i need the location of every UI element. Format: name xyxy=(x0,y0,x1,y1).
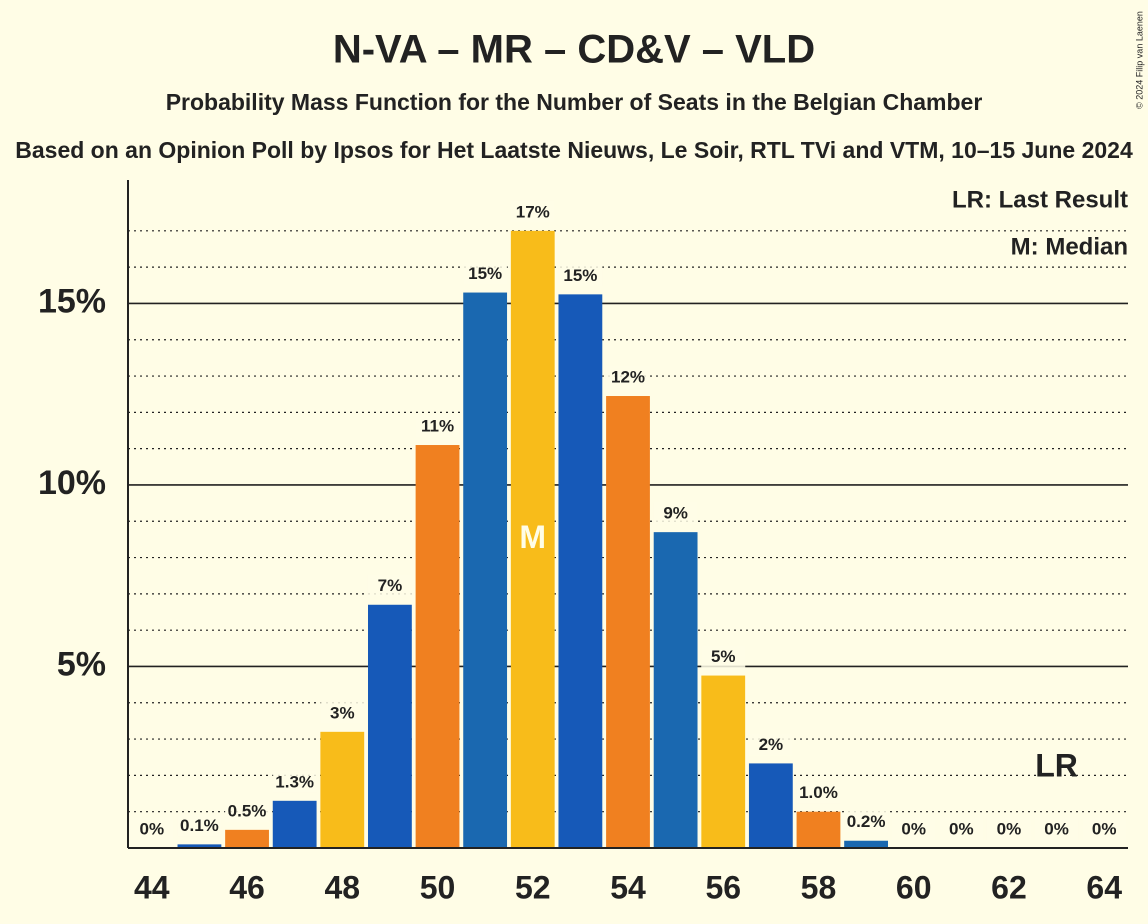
bar-label-bg xyxy=(320,701,365,724)
y-tick-label: 10% xyxy=(38,464,106,502)
x-tick-label: 64 xyxy=(1086,869,1122,905)
credit: © 2024 Filip van Laenen xyxy=(1134,11,1144,109)
bar xyxy=(701,675,746,848)
bar-label-bg xyxy=(367,574,412,597)
bar-label-bg xyxy=(701,645,746,668)
legend-entry: LR: Last Result xyxy=(952,186,1128,213)
x-tick-label: 58 xyxy=(801,869,837,905)
bar-label-bg xyxy=(510,200,555,223)
bar-label: 12% xyxy=(611,367,645,386)
bar-label: 0.1% xyxy=(180,816,219,835)
bar xyxy=(177,844,222,848)
bar-label-bg xyxy=(272,770,317,793)
bar xyxy=(558,294,603,848)
bar-label: 0% xyxy=(997,819,1022,838)
bar-label: 0% xyxy=(901,819,926,838)
bar-label: 17% xyxy=(516,202,550,221)
x-tick-label: 52 xyxy=(515,869,551,905)
bar xyxy=(653,532,698,848)
median-marker: M xyxy=(519,519,546,555)
bar-label: 1.0% xyxy=(799,783,838,802)
bar xyxy=(225,829,269,848)
chart-title: N-VA – MR – CD&V – VLD xyxy=(333,28,815,72)
x-tick-label: 56 xyxy=(705,869,741,905)
x-tick-label: 54 xyxy=(610,869,646,905)
chart-subtitle: Based on an Opinion Poll by Ipsos for He… xyxy=(15,137,1133,163)
bar-label-bg xyxy=(558,264,603,287)
bar xyxy=(606,396,650,848)
bar-label: 0% xyxy=(140,819,165,838)
bar-label: 1.3% xyxy=(275,772,314,791)
bar-label: 2% xyxy=(759,735,784,754)
x-tick-label: 50 xyxy=(420,869,456,905)
bar xyxy=(320,731,365,848)
bar-label-bg xyxy=(844,810,889,833)
bar-label: 3% xyxy=(330,703,355,722)
bar-label: 9% xyxy=(663,504,688,523)
bar-label-bg xyxy=(748,733,793,756)
y-tick-label: 15% xyxy=(38,282,106,320)
bar xyxy=(272,800,317,848)
bar-label-bg xyxy=(129,818,174,840)
bar-label-bg xyxy=(796,781,841,804)
bar xyxy=(748,763,793,848)
bar-label: 11% xyxy=(421,417,454,436)
y-tick-label: 5% xyxy=(57,645,106,683)
bar xyxy=(510,230,555,849)
bar-label-bg xyxy=(653,502,698,525)
bar-label: 0% xyxy=(1044,819,1069,838)
chart-subtitle: Probability Mass Function for the Number… xyxy=(166,89,983,115)
bar-label-bg xyxy=(986,818,1031,840)
bar xyxy=(463,292,508,849)
bar-label: 0.5% xyxy=(228,801,267,820)
legend-entry: M: Median xyxy=(1011,233,1128,260)
bar-label: 0% xyxy=(949,819,974,838)
bar xyxy=(415,445,460,848)
bar-label: 5% xyxy=(711,647,736,666)
bar-label-bg xyxy=(1082,818,1127,840)
x-tick-label: 46 xyxy=(229,869,265,905)
bar-label-bg xyxy=(463,262,508,285)
bar-label: 15% xyxy=(563,266,597,285)
last-result-marker: LR xyxy=(1035,747,1078,783)
bar-label-bg xyxy=(225,799,270,822)
bar xyxy=(844,840,888,848)
bar-label-bg xyxy=(177,814,222,837)
bar-label: 7% xyxy=(378,576,403,595)
bar xyxy=(796,811,841,848)
bar-label-bg xyxy=(1034,818,1079,840)
bar-label: 15% xyxy=(468,264,502,283)
bar-label-bg xyxy=(415,415,460,438)
x-tick-label: 62 xyxy=(991,869,1027,905)
bar-label: 0% xyxy=(1092,819,1117,838)
bar-label-bg xyxy=(606,366,650,389)
x-tick-label: 48 xyxy=(324,869,360,905)
bar xyxy=(368,604,412,848)
x-tick-label: 44 xyxy=(134,869,170,905)
x-tick-label: 60 xyxy=(896,869,932,905)
bar-label-bg xyxy=(891,818,936,840)
bar-label: 0.2% xyxy=(847,812,886,831)
bar-label-bg xyxy=(939,818,984,840)
